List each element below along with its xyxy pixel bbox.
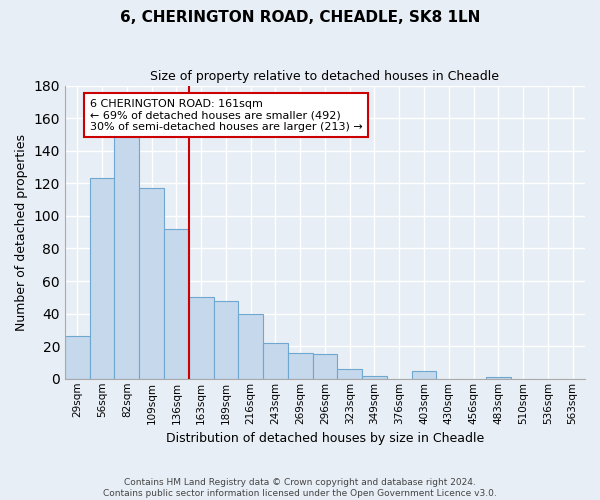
Bar <box>288 352 313 379</box>
Bar <box>214 300 238 379</box>
X-axis label: Distribution of detached houses by size in Cheadle: Distribution of detached houses by size … <box>166 432 484 445</box>
Bar <box>164 229 189 379</box>
Bar <box>362 376 387 379</box>
Bar <box>65 336 89 379</box>
Text: 6, CHERINGTON ROAD, CHEADLE, SK8 1LN: 6, CHERINGTON ROAD, CHEADLE, SK8 1LN <box>120 10 480 25</box>
Bar <box>337 369 362 379</box>
Text: 6 CHERINGTON ROAD: 161sqm
← 69% of detached houses are smaller (492)
30% of semi: 6 CHERINGTON ROAD: 161sqm ← 69% of detac… <box>89 98 362 132</box>
Bar <box>412 370 436 379</box>
Y-axis label: Number of detached properties: Number of detached properties <box>15 134 28 330</box>
Bar <box>89 178 115 379</box>
Bar <box>263 343 288 379</box>
Bar <box>486 377 511 379</box>
Bar <box>189 298 214 379</box>
Bar <box>115 134 139 379</box>
Text: Contains HM Land Registry data © Crown copyright and database right 2024.
Contai: Contains HM Land Registry data © Crown c… <box>103 478 497 498</box>
Title: Size of property relative to detached houses in Cheadle: Size of property relative to detached ho… <box>151 70 499 83</box>
Bar <box>238 314 263 379</box>
Bar <box>313 354 337 379</box>
Bar <box>139 188 164 379</box>
